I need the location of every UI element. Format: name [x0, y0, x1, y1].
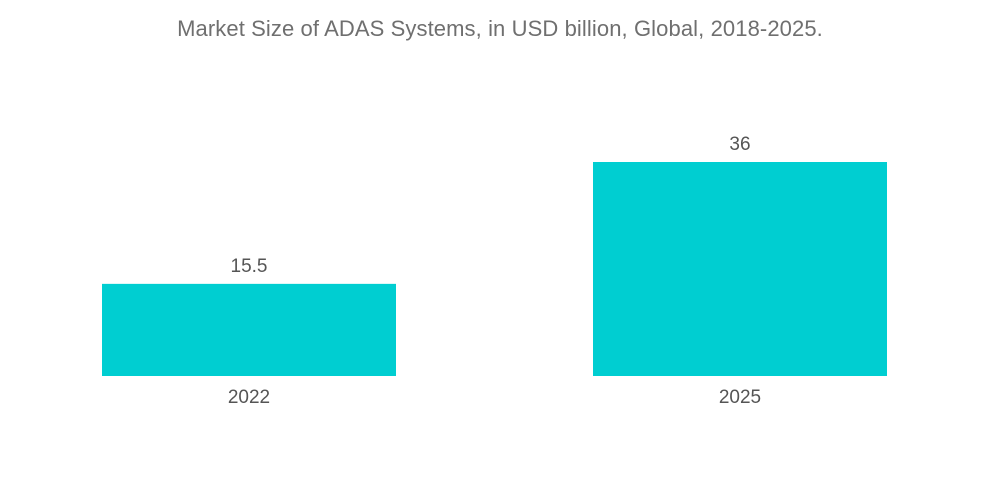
- bar-2025: [593, 162, 887, 376]
- data-label-2022: 15.5: [231, 256, 268, 277]
- labels-layer: 15.5 36: [231, 134, 751, 277]
- bars-layer: [102, 162, 887, 376]
- x-tick-label-2022: 2022: [228, 387, 270, 408]
- x-tick-label-2025: 2025: [719, 387, 761, 408]
- chart-title: Market Size of ADAS Systems, in USD bill…: [177, 16, 823, 41]
- data-label-2025: 36: [729, 134, 750, 155]
- x-axis-tick-labels: 2022 2025: [228, 387, 761, 408]
- bar-2022: [102, 283, 396, 376]
